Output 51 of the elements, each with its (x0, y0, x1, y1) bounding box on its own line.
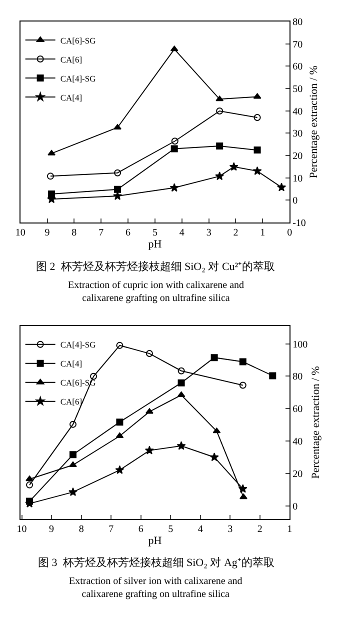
x-tick-label: 7 (108, 524, 114, 535)
x-tick-label: 2 (233, 227, 238, 238)
x-tick-label: 9 (44, 227, 50, 238)
legend-label: CA[6]-SG (60, 35, 96, 46)
x-tick-label: 6 (126, 227, 131, 238)
x-tick-label: 7 (98, 227, 104, 238)
x-tick-label: 2 (257, 524, 262, 535)
x-axis-title: pH (148, 535, 162, 547)
legend-label: CA[6] (60, 54, 82, 64)
y-tick-label: 40 (292, 106, 303, 118)
x-tick-label: 1 (287, 524, 292, 535)
x-tick-label: 1 (260, 227, 266, 238)
y-axis-title: Percentage extraction / % (308, 66, 320, 178)
x-tick-label: 6 (138, 524, 144, 535)
x-tick-label: 8 (72, 227, 77, 238)
x-tick-label: 3 (228, 524, 233, 535)
y-tick-label: -10 (292, 218, 306, 229)
y-tick-label: 100 (292, 339, 308, 350)
x-axis-title: pH (148, 238, 162, 251)
legend-label: CA[4]-SG (60, 340, 96, 350)
x-tick-label: 5 (168, 524, 174, 535)
x-tick-label: 4 (179, 227, 184, 238)
legend-label: CA[4] (60, 92, 82, 102)
y-tick-label: 0 (292, 196, 298, 207)
x-tick-label: 9 (49, 524, 54, 535)
y-tick-label: 20 (292, 468, 303, 480)
legend-label: CA[4]-SG (60, 73, 96, 84)
y-tick-label: 80 (292, 16, 303, 28)
legend-label: CA[6] (60, 396, 82, 407)
caption: 图 2 杯芳烃及杯芳烃接枝超细 SiO₂ 对 Cu²⁺的萃取 (36, 260, 276, 273)
y-tick-label: 40 (292, 436, 303, 448)
x-tick-label: 10 (15, 227, 26, 238)
y-axis-title: Percentage extraction / % (310, 366, 322, 479)
x-tick-label: 3 (206, 227, 212, 238)
y-tick-label: 30 (292, 128, 303, 140)
y-tick-label: 0 (292, 501, 298, 512)
x-tick-label: 8 (78, 524, 84, 535)
y-tick-label: 60 (292, 404, 303, 416)
y-tick-label: 80 (292, 372, 303, 383)
x-tick-label: 4 (198, 524, 203, 535)
text: Extraction of silver ion with calixarene and calixarene grafting on ultrafine silica (69, 576, 242, 600)
y-tick-label: 50 (292, 84, 303, 95)
x-tick-label: 10 (16, 524, 27, 535)
caption: 图 3 杯芳烃及杯芳烃接枝超细 SiO₂ 对 Ag⁺的萃取 (38, 556, 274, 569)
y-tick-label: 60 (292, 62, 303, 73)
y-tick-label: 10 (292, 173, 303, 184)
x-tick-label: 5 (152, 227, 158, 238)
legend-label: CA[4] (60, 358, 82, 369)
y-tick-label: 70 (292, 39, 303, 50)
text: Extraction of cupric ion with calixarene and calixarene grafting on ultrafine silica (68, 280, 244, 304)
y-tick-label: 20 (292, 150, 303, 162)
